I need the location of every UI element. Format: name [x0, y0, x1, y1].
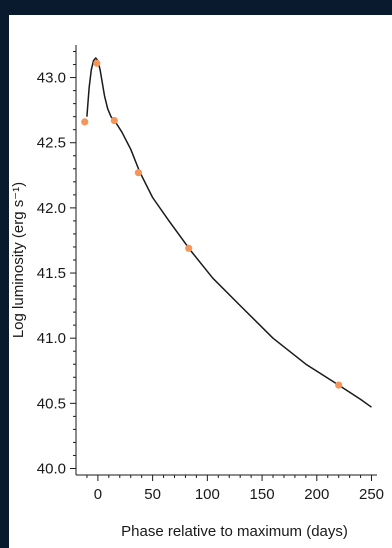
x-axis-title: Phase relative to maximum (days) [121, 523, 348, 540]
plot-group [81, 57, 372, 408]
y-tick-label: 40.0 [37, 460, 66, 477]
x-tick-label: 200 [304, 486, 329, 503]
y-tick-label: 42.5 [37, 135, 66, 152]
y-axis-title: Log luminosity (erg s⁻¹) [10, 182, 27, 338]
chart-panel: 40.0 40.5 41.0 41.5 42.0 42.5 43.0 0 50 100 150 200… [9, 15, 392, 548]
data-point [110, 116, 118, 125]
y-tick-label: 43.0 [37, 70, 66, 87]
data-point [185, 244, 193, 252]
y-tick-label: 41.5 [37, 265, 66, 282]
x-tick-label: 0 [94, 486, 102, 503]
data-point [81, 118, 89, 126]
y-tick-label: 41.0 [37, 330, 66, 347]
y-tick-label: 40.5 [37, 395, 66, 412]
luminosity-chart: 40.0 40.5 41.0 41.5 42.0 42.5 43.0 0 50 100 150 200… [10, 45, 384, 540]
light-curve-line [86, 57, 372, 408]
x-tick-label: 150 [250, 486, 275, 503]
x-tick-label: 100 [195, 486, 220, 503]
x-tick-label: 50 [144, 486, 161, 503]
axes-group: 40.0 40.5 41.0 41.5 42.0 42.5 43.0 0 50 100 150 200… [37, 45, 384, 503]
x-tick-label: 250 [359, 486, 384, 503]
data-point [335, 381, 343, 389]
data-point [93, 59, 101, 67]
y-tick-label: 42.0 [37, 200, 66, 217]
data-point [134, 169, 142, 177]
